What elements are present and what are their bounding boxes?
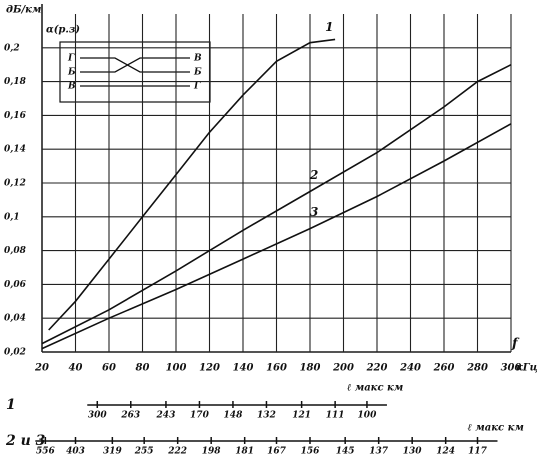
inset-label: Б — [193, 68, 202, 78]
y-tick-label: 0,04 — [4, 314, 26, 324]
x-tick-label: 240 — [399, 363, 421, 374]
x-tick-label: 180 — [300, 363, 321, 374]
x-tick-label: 200 — [332, 363, 354, 374]
scale-label: 137 — [369, 447, 389, 457]
scale-label: 255 — [134, 447, 154, 457]
scale-label: 181 — [235, 447, 254, 457]
x-tick-label: 300 — [501, 363, 522, 374]
scale-label: 111 — [326, 411, 345, 421]
scale-name: 2 и 3 — [5, 433, 46, 449]
x-tick-label: 260 — [433, 363, 455, 374]
corner-mark: f — [511, 337, 520, 352]
scale-label: 170 — [190, 411, 210, 421]
scale-label: 198 — [202, 447, 222, 457]
x-tick-label: 120 — [199, 363, 220, 374]
x-unit: кГц — [516, 363, 538, 374]
scale-label: 167 — [267, 447, 287, 457]
curve — [41, 63, 512, 345]
x-tick-label: 60 — [102, 363, 116, 374]
inset-label: Г — [67, 54, 75, 64]
y-tick-label: 0,12 — [4, 179, 26, 189]
inset-label: В — [193, 54, 202, 64]
x-tick-label: 40 — [69, 363, 83, 374]
scale-label: 117 — [468, 447, 488, 457]
x-tick-label: 140 — [233, 363, 254, 374]
curve-label: 3 — [310, 205, 318, 219]
curve — [48, 38, 336, 331]
scale-label: 132 — [257, 411, 276, 421]
y-tick-label: 0,2 — [4, 43, 20, 53]
curve-label: 2 — [309, 168, 318, 182]
inset-label: Б — [67, 68, 76, 78]
y-unit: дБ/км — [6, 5, 41, 16]
inset — [59, 41, 211, 103]
x-tick-label: 100 — [166, 363, 187, 374]
scale-label: 319 — [103, 447, 123, 457]
scale-label: 130 — [403, 447, 423, 457]
inset-label: В — [67, 82, 76, 92]
scale-label: 121 — [292, 411, 311, 421]
scale-label: 263 — [120, 411, 140, 421]
scale-label: 403 — [66, 447, 85, 457]
scale-label: 148 — [224, 411, 244, 421]
x-tick-label: 280 — [466, 363, 488, 374]
y-tick-label: 0,1 — [4, 212, 20, 222]
curve — [41, 123, 512, 350]
x-tick-label: 20 — [34, 363, 49, 374]
scale-name: 1 — [6, 397, 16, 413]
x-tick-label: 160 — [266, 363, 287, 374]
x-tick-label: 220 — [366, 363, 388, 374]
scale-label: 300 — [88, 411, 108, 421]
y-tick-label: 0,08 — [4, 246, 27, 256]
y-tick-label: 0,16 — [4, 111, 27, 121]
scale-label: 156 — [301, 447, 321, 457]
inset-label: Г — [193, 82, 201, 92]
y-tick-label: 0,14 — [4, 145, 26, 155]
y-label: α(р.з) — [46, 25, 80, 36]
scale-label: 100 — [358, 411, 378, 421]
scale-label: 556 — [36, 447, 56, 457]
scale-label: 243 — [156, 411, 176, 421]
scale-title: ℓ макс км — [468, 423, 524, 434]
scale-label: 222 — [167, 447, 187, 457]
x-tick-label: 80 — [136, 363, 150, 374]
y-tick-label: 0,18 — [4, 77, 27, 87]
scale-title: ℓ макс км — [347, 383, 403, 394]
y-tick-label: 0,06 — [4, 280, 27, 290]
y-tick-label: 0,02 — [4, 348, 26, 358]
inset-wires — [80, 57, 190, 87]
scale-label: 124 — [436, 447, 455, 457]
curve-label: 1 — [325, 20, 333, 34]
scale-label: 145 — [336, 447, 355, 457]
